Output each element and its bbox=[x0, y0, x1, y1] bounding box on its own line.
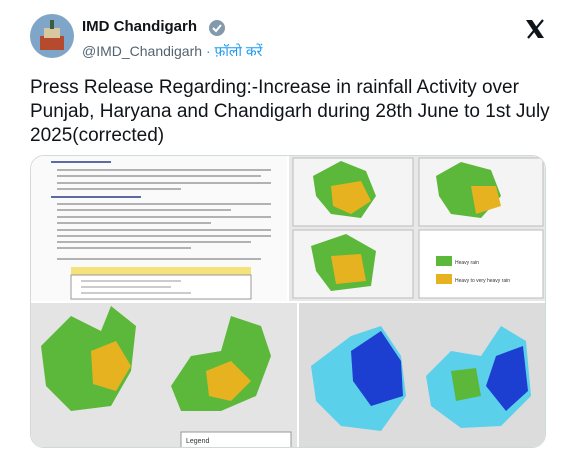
tweet-text: Press Release Regarding:-Increase in rai… bbox=[30, 76, 550, 148]
map-collage-blue[interactable] bbox=[299, 303, 546, 448]
text-line: Punjab, Haryana and Chandigarh during 28… bbox=[30, 101, 550, 122]
media-images: Heavy rain Heavy to very heavy rain Lege… bbox=[31, 156, 546, 448]
account-name[interactable]: IMD Chandigarh bbox=[82, 18, 197, 35]
legend-label: Heavy to very heavy rain bbox=[455, 278, 510, 284]
account-handle: @IMD_Chandigarh · फ़ॉलो करें bbox=[82, 42, 262, 61]
follow-button[interactable]: · फ़ॉलो करें bbox=[205, 43, 263, 59]
verified-badge bbox=[209, 20, 225, 36]
text-line: 2025(corrected) bbox=[30, 125, 165, 146]
avatar[interactable] bbox=[30, 14, 74, 58]
map-collage-orange[interactable]: Heavy rain Heavy to very heavy rain bbox=[289, 156, 546, 301]
media-grid[interactable]: Heavy rain Heavy to very heavy rain Lege… bbox=[30, 155, 546, 448]
x-logo[interactable] bbox=[524, 18, 546, 40]
document-image[interactable] bbox=[31, 156, 287, 301]
map-collage-green[interactable]: Legend bbox=[31, 303, 297, 448]
text-line: Press Release Regarding:-Increase in rai… bbox=[30, 77, 519, 98]
legend-title: Legend bbox=[186, 438, 209, 445]
legend-label: Heavy rain bbox=[455, 260, 479, 266]
handle[interactable]: @IMD_Chandigarh bbox=[82, 43, 203, 59]
